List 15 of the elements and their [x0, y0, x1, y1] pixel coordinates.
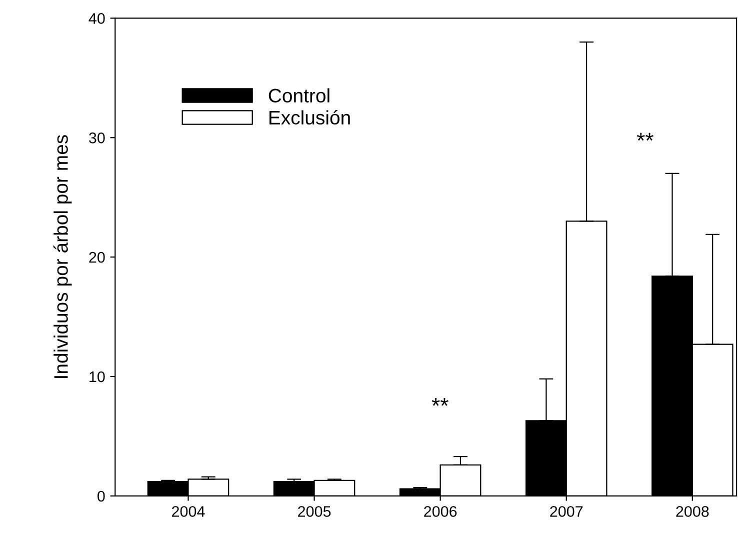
- y-axis-title: Individuos por árbol por mes: [53, 135, 72, 378]
- x-tick-label: 2005: [298, 506, 331, 517]
- x-tick-label: 2004: [172, 506, 205, 517]
- y-tick-label: 10: [90, 371, 105, 382]
- annotation: **: [636, 132, 654, 141]
- annotation: **: [432, 398, 448, 406]
- y-tick-label: 40: [88, 13, 105, 24]
- y-tick-label: 20: [89, 252, 105, 263]
- x-tick-label: 2006: [424, 506, 457, 517]
- y-tick-label: 0: [98, 490, 105, 502]
- x-tick-label: 2008: [676, 506, 709, 517]
- legend-label: Control: [268, 88, 330, 103]
- legend-label: Exclusión: [269, 110, 350, 125]
- x-tick-label: 2007: [550, 506, 583, 517]
- y-tick-label: 30: [88, 132, 105, 144]
